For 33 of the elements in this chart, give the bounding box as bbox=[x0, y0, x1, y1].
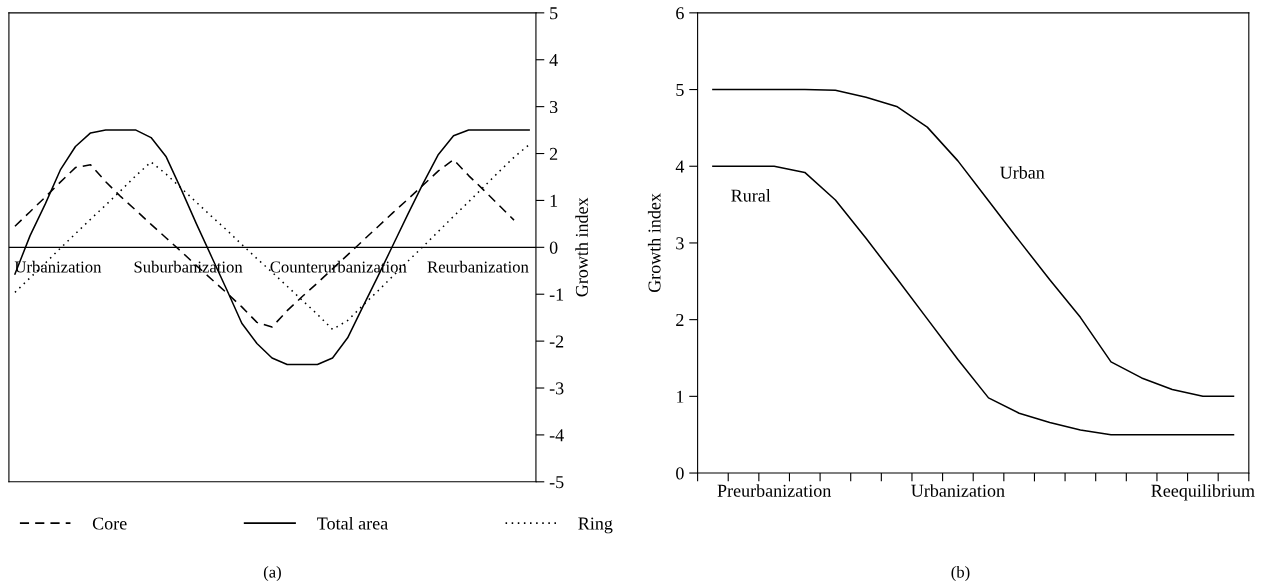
series-label: Urban bbox=[1000, 165, 1045, 179]
y-tick-label: 3 bbox=[676, 237, 684, 250]
annotation: Reurbanization bbox=[427, 260, 529, 273]
y-tick-label: 0 bbox=[676, 467, 684, 480]
line-series bbox=[712, 165, 1235, 436]
y-tick-label: -1 bbox=[549, 288, 564, 301]
y-tick-label: 5 bbox=[676, 83, 684, 96]
y-tick-label: -4 bbox=[549, 429, 564, 442]
y-axis-title: Growth index bbox=[647, 193, 661, 293]
y-tick-label: 0 bbox=[549, 241, 558, 254]
legend-label: Core bbox=[92, 517, 127, 530]
y-tick-label: 4 bbox=[549, 54, 558, 67]
y-tick-label: 6 bbox=[676, 7, 684, 20]
y-tick-label: 4 bbox=[675, 160, 685, 173]
legend-label: Ring bbox=[578, 517, 613, 534]
y-tick-label: 3 bbox=[549, 100, 558, 114]
y-tick-label: 2 bbox=[676, 313, 684, 326]
series-label: Rural bbox=[731, 189, 771, 202]
y-tick-label: 1 bbox=[676, 390, 684, 403]
x-tick-label: Reequilibrium bbox=[1151, 484, 1255, 501]
x-tick-label: Preurbanization bbox=[717, 484, 832, 497]
y-axis-title: Growth index bbox=[575, 197, 588, 297]
y-tick-label: 5 bbox=[550, 7, 558, 20]
legend-label: Total area bbox=[317, 516, 388, 530]
y-tick-label: -3 bbox=[549, 382, 564, 395]
line-series bbox=[712, 88, 1235, 398]
y-tick-label: -2 bbox=[549, 335, 564, 348]
x-tick-label: Urbanization bbox=[911, 484, 1005, 497]
text: (a) bbox=[263, 565, 281, 582]
y-tick-label: 2 bbox=[549, 147, 558, 160]
text: (b) bbox=[951, 565, 970, 582]
y-tick-label: 1 bbox=[550, 194, 558, 207]
y-tick-label: -5 bbox=[549, 476, 564, 489]
